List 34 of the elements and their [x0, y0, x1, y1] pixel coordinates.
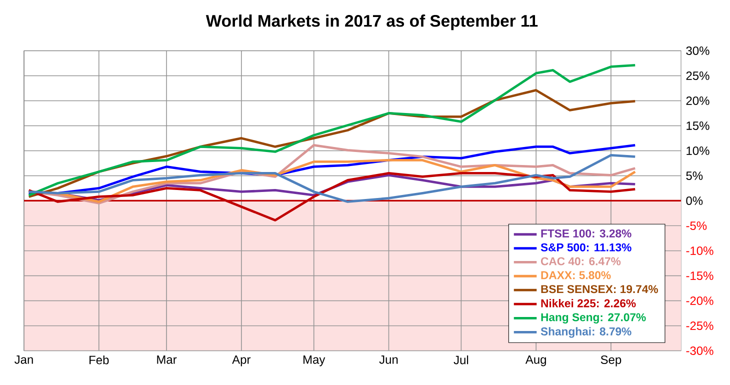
line-series: [28, 64, 636, 196]
y-tick-label: -15%: [686, 272, 714, 280]
y-tick-label: -30%: [686, 346, 714, 355]
y-tick-label: -20%: [686, 296, 714, 305]
x-tick-label: Aug: [525, 355, 546, 366]
x-tick-label: Apr: [232, 355, 251, 366]
y-tick-label: 20%: [686, 96, 710, 105]
x-tick-label: Jun: [379, 355, 398, 364]
x-tick-label: Jul: [454, 355, 468, 364]
legend-label: Hang Seng: 27.07%: [541, 313, 646, 324]
y-tick-label: -5%: [686, 222, 707, 230]
legend-label: S&P 500: 11.13%: [540, 243, 632, 252]
line-series: [28, 144, 636, 194]
y-tick-label: -25%: [686, 321, 714, 330]
x-tick-label: Mar: [157, 355, 177, 364]
line-series: [28, 144, 636, 204]
x-tick-label: May: [304, 355, 326, 366]
y-tick-label: 10%: [686, 146, 710, 155]
legend-label: BSE SENSEX: 19.74%: [541, 285, 658, 294]
legend-label: FTSE 100: 3.28%: [541, 229, 632, 238]
y-tick-label: 25%: [686, 71, 710, 80]
y-tick-label: 5%: [686, 172, 703, 180]
chart-title: World Markets in 2017 as of September 11: [206, 14, 538, 30]
y-tick-label: 30%: [686, 46, 710, 55]
x-tick-label: Jan: [14, 355, 33, 364]
legend-label: Shanghai: 8.79%: [540, 327, 632, 338]
y-tick-label: -10%: [686, 246, 714, 255]
x-tick-label: Sep: [600, 355, 622, 366]
legend-label: Nikkei 225: 2.26%: [541, 298, 636, 308]
legend-label: DAXX: 5.80%: [541, 271, 611, 280]
y-tick-label: 15%: [686, 122, 710, 130]
x-tick-label: Feb: [90, 355, 109, 364]
y-tick-label: 0%: [686, 196, 703, 205]
legend-label: CAC 40: 6.47%: [540, 257, 621, 266]
